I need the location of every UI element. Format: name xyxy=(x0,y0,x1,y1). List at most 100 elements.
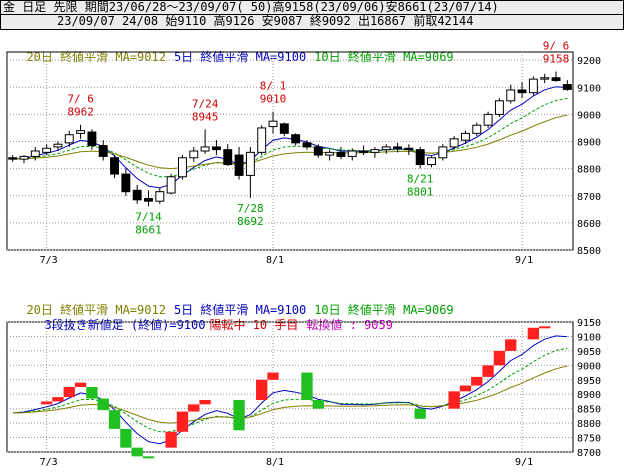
candle-body xyxy=(506,89,516,102)
candle-body xyxy=(562,84,572,90)
candle-body xyxy=(189,150,199,159)
brick-up xyxy=(74,382,87,387)
annotation-date-label: 7/28 xyxy=(237,202,264,215)
candle-body xyxy=(381,146,391,151)
candle-body xyxy=(347,150,357,157)
brick-up xyxy=(459,385,472,392)
candle-body xyxy=(42,147,52,153)
brick-down xyxy=(312,400,324,409)
brick-x-tick-label: 7/3 xyxy=(40,457,58,468)
brick-down xyxy=(131,447,143,457)
candle-y-tick-label: 9100 xyxy=(577,83,601,94)
candle-body xyxy=(551,77,561,81)
candle-body xyxy=(166,176,176,194)
annotation-value-label: 8962 xyxy=(67,106,94,119)
candle-body xyxy=(177,157,187,178)
brick-up xyxy=(52,397,64,402)
candle-body xyxy=(110,157,120,175)
candle-body xyxy=(30,150,40,157)
candle-body xyxy=(200,146,210,152)
brick-y-tick-label: 8750 xyxy=(577,434,601,445)
candle-body xyxy=(302,142,312,148)
open-value: 始9110 xyxy=(165,15,207,28)
annotation-value-label: 8801 xyxy=(407,185,434,198)
candle-y-tick-label: 8700 xyxy=(577,192,601,203)
annotation-value-label: 8661 xyxy=(135,223,162,236)
brick-up xyxy=(40,401,53,405)
candle-body xyxy=(460,132,470,141)
brick-down xyxy=(233,400,245,431)
candle-body xyxy=(76,130,86,134)
candle-body xyxy=(87,131,97,147)
candle-body xyxy=(449,138,459,148)
candle-body xyxy=(19,155,29,160)
annotation-value-label: 9010 xyxy=(260,93,287,106)
brick-up xyxy=(527,327,540,340)
candle-body xyxy=(540,77,550,80)
candle-body xyxy=(257,127,267,153)
annotation-date-label: 8/21 xyxy=(407,172,434,185)
high-value: 高9126 xyxy=(213,15,255,28)
candle-body xyxy=(291,134,301,144)
high-summary: 高9158(23/09/06) xyxy=(272,0,386,14)
candle-body xyxy=(279,123,289,134)
brick-up xyxy=(188,404,200,412)
brick-down xyxy=(120,428,132,448)
legend-ma20-bottom: 20日 終値平滑 MA=9012 xyxy=(26,303,166,317)
candle-body xyxy=(427,157,436,166)
candle-ma10-line xyxy=(12,97,568,178)
candle-body xyxy=(234,154,244,176)
candle-body xyxy=(336,151,346,157)
period: 期間23/06/28〜23/09/07( 50) xyxy=(84,0,273,14)
candle-body xyxy=(8,157,18,160)
brick-up xyxy=(448,391,460,409)
candle-body xyxy=(325,151,335,156)
annotation-value-label: 9158 xyxy=(543,53,570,66)
brick-down xyxy=(414,408,426,419)
symbol: 金 xyxy=(3,0,16,14)
candle-body xyxy=(121,173,131,193)
candle-body xyxy=(494,100,504,115)
close-value: 終9092 xyxy=(309,15,351,28)
candle-body xyxy=(359,150,369,153)
annotation-date-label: 8/ 1 xyxy=(260,80,287,93)
candle-body xyxy=(483,113,493,126)
candle-y-tick-label: 8800 xyxy=(577,165,601,176)
header-summary-bar: 金 日足 先限 期間23/06/28〜23/09/07( 50)高9158(23… xyxy=(0,0,624,15)
candle-y-tick-label: 8500 xyxy=(577,246,601,257)
candle-body xyxy=(98,145,108,157)
legend-ma5-bottom: 5日 終値平滑 MA=9100 xyxy=(173,303,307,317)
candle-body xyxy=(313,146,323,156)
candle-body xyxy=(144,197,153,202)
brick-y-tick-label: 8700 xyxy=(577,448,601,459)
annotation-date-label: 7/ 6 xyxy=(67,93,94,106)
legend-ma10-bottom: 10日 終値平滑 MA=9069 xyxy=(314,303,454,317)
brick-x-tick-label: 8/1 xyxy=(266,457,284,468)
brick-down xyxy=(97,398,109,411)
candle-x-tick-label: 9/1 xyxy=(515,255,533,266)
candle-y-tick-label: 9200 xyxy=(577,56,601,67)
prev-close-value: 前取42144 xyxy=(413,15,474,28)
candle-body xyxy=(245,151,255,176)
brick-up xyxy=(482,365,494,377)
brick-y-tick-label: 8850 xyxy=(577,405,601,416)
brick-up xyxy=(267,372,279,380)
annotation-value-label: 8945 xyxy=(192,110,219,123)
brick-up xyxy=(199,400,211,405)
brick-up xyxy=(505,339,517,351)
brick-up xyxy=(539,326,551,329)
candle-body xyxy=(528,78,538,94)
brick-y-tick-label: 9150 xyxy=(577,318,601,329)
last-date: 23/09/07 24/08 xyxy=(57,15,159,28)
candle-body xyxy=(370,149,380,153)
brick-down xyxy=(108,410,121,429)
bottom-legend: 20日 終値平滑 MA=9012 5日 終値平滑 MA=9100 10日 終値平滑 … xyxy=(12,289,462,317)
brick-up xyxy=(256,379,268,400)
brick-x-tick-label: 9/1 xyxy=(515,457,533,468)
candle-body xyxy=(53,143,63,148)
timeframe: 日足 xyxy=(22,0,47,14)
candle-body xyxy=(415,149,425,166)
brick-down xyxy=(142,456,155,459)
candle-body xyxy=(438,146,448,159)
